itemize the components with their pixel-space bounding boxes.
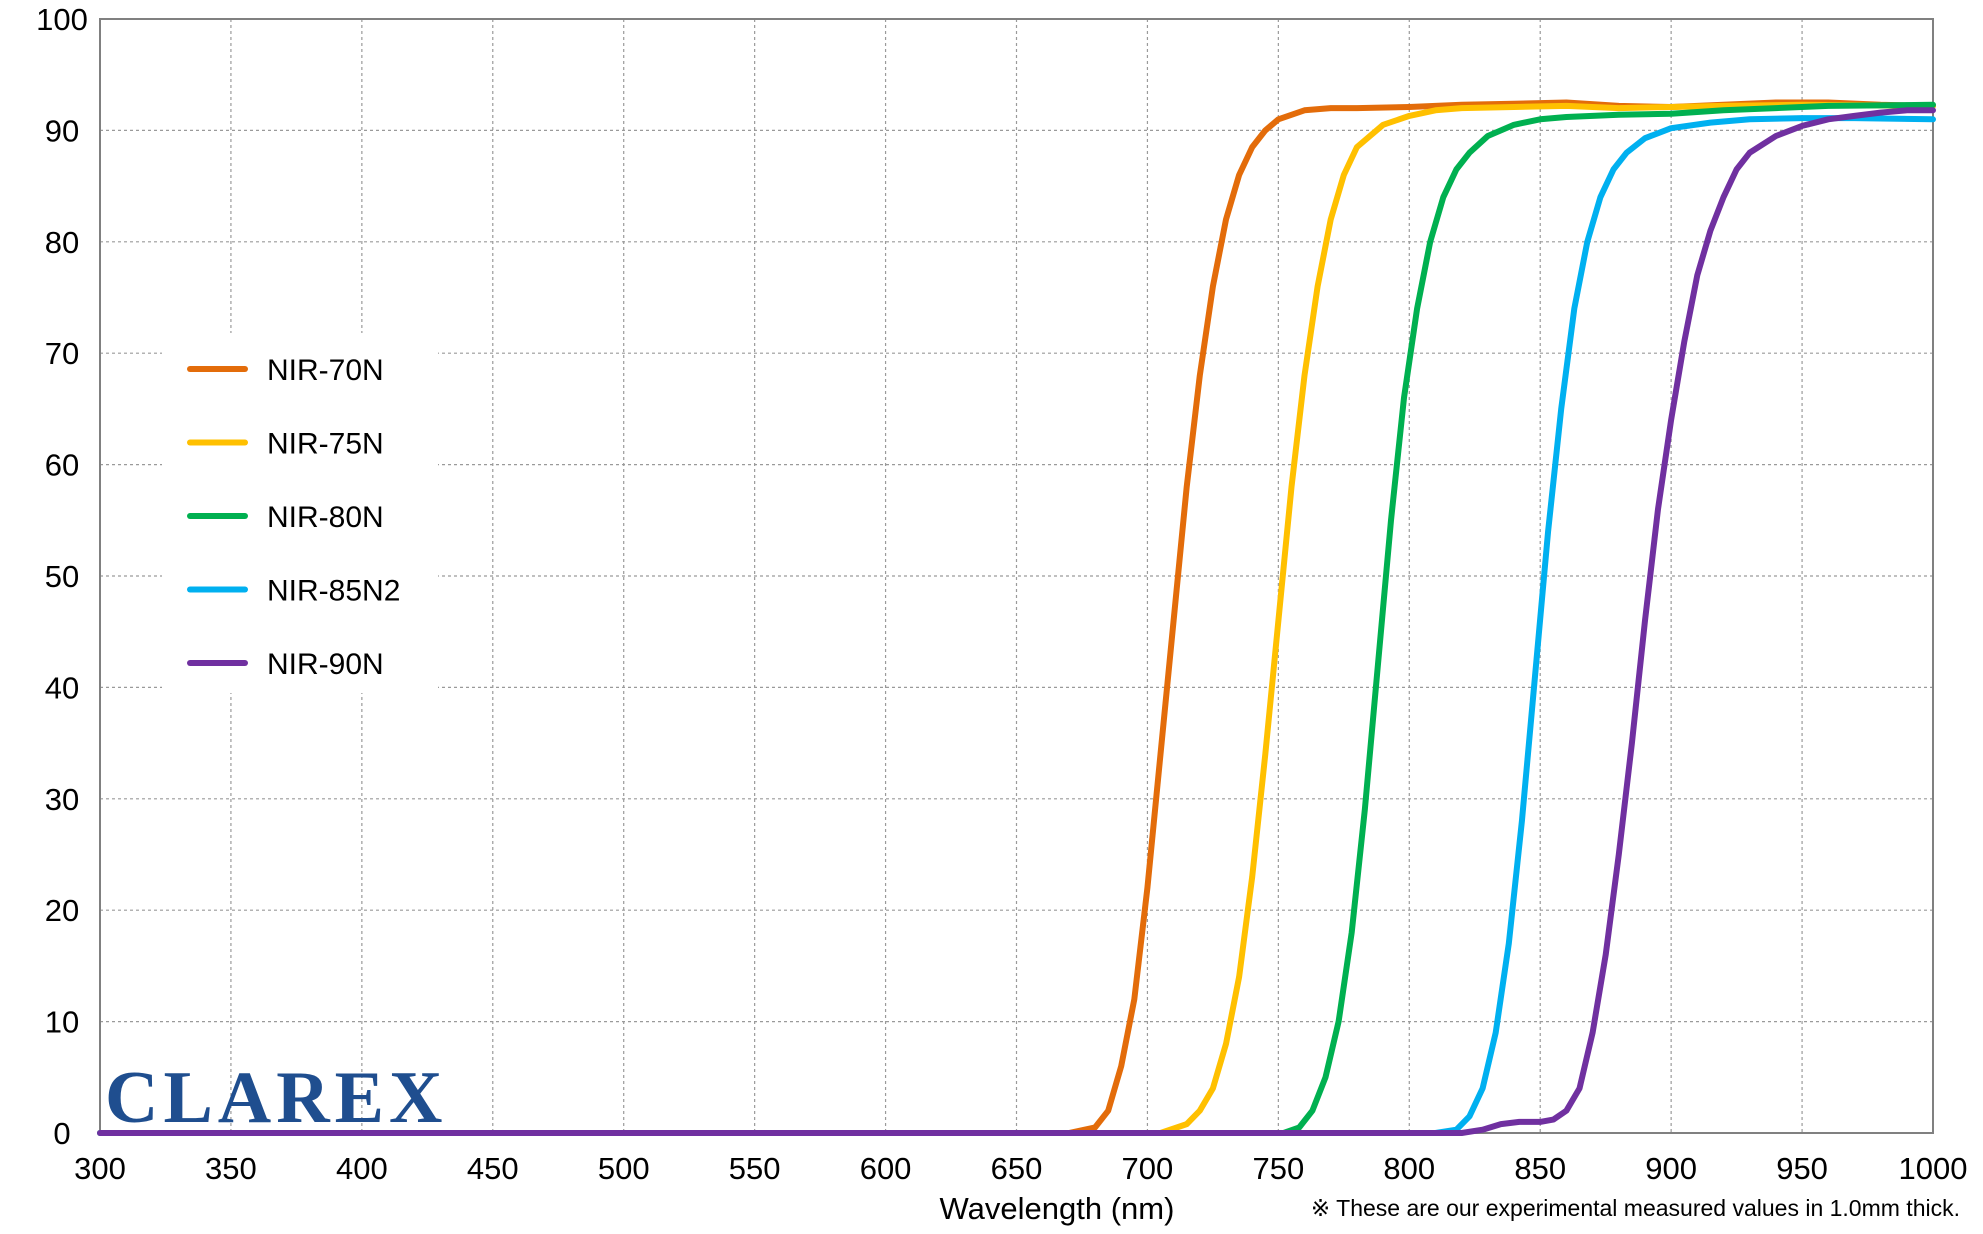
y-tick-label: 0	[53, 1116, 70, 1151]
tick-labels: 300 350 400 450 500 550 600 650 700 750 800 850 900 9…	[36, 2, 1967, 1186]
y-tick-label: 20	[45, 893, 79, 928]
x-tick-label: 950	[1776, 1151, 1828, 1186]
series-line-nir-80n	[97, 101, 1936, 1136]
series-line-nir-90n	[97, 107, 1936, 1136]
series-line-nir-75n	[97, 101, 1936, 1136]
x-tick-label: 350	[205, 1151, 257, 1186]
footnote: ※ These are our experimental measured va…	[1311, 1195, 1960, 1221]
x-tick-label: 800	[1383, 1151, 1435, 1186]
y-tick-label: 50	[45, 559, 79, 594]
x-tick-label: 450	[467, 1151, 519, 1186]
x-tick-label: 750	[1252, 1151, 1304, 1186]
x-tick-label: 500	[598, 1151, 650, 1186]
y-tick-label: 80	[45, 225, 79, 260]
y-tick-label: 100	[36, 2, 88, 37]
series-lines	[97, 99, 1936, 1136]
y-tick-label: 10	[45, 1005, 79, 1040]
x-tick-label: 700	[1122, 1151, 1174, 1186]
legend-label: NIR-75N	[267, 428, 384, 461]
x-tick-label: 300	[74, 1151, 126, 1186]
legend-label: NIR-85N2	[267, 575, 400, 608]
x-axis-title: Wavelength (nm)	[940, 1191, 1175, 1226]
clarex-logo: CLAREX	[105, 1057, 447, 1139]
y-tick-label: 40	[45, 670, 79, 705]
x-tick-label: 550	[729, 1151, 781, 1186]
x-tick-label: 900	[1645, 1151, 1697, 1186]
legend-label: NIR-80N	[267, 501, 384, 534]
x-tick-label: 1000	[1899, 1151, 1968, 1186]
x-tick-label: 650	[991, 1151, 1043, 1186]
y-tick-label: 60	[45, 448, 79, 483]
y-tick-label: 90	[45, 113, 79, 148]
legend: NIR-70N NIR-75N NIR-80N NIR-85N2 NIR-90N	[162, 333, 438, 693]
series-line-nir-85n2	[97, 115, 1936, 1136]
y-tick-label: 70	[45, 336, 79, 371]
y-tick-label: 30	[45, 782, 79, 817]
legend-label: NIR-70N	[267, 354, 384, 387]
x-tick-label: 400	[336, 1151, 388, 1186]
x-tick-label: 850	[1514, 1151, 1566, 1186]
legend-label: NIR-90N	[267, 648, 384, 681]
x-tick-label: 600	[860, 1151, 912, 1186]
